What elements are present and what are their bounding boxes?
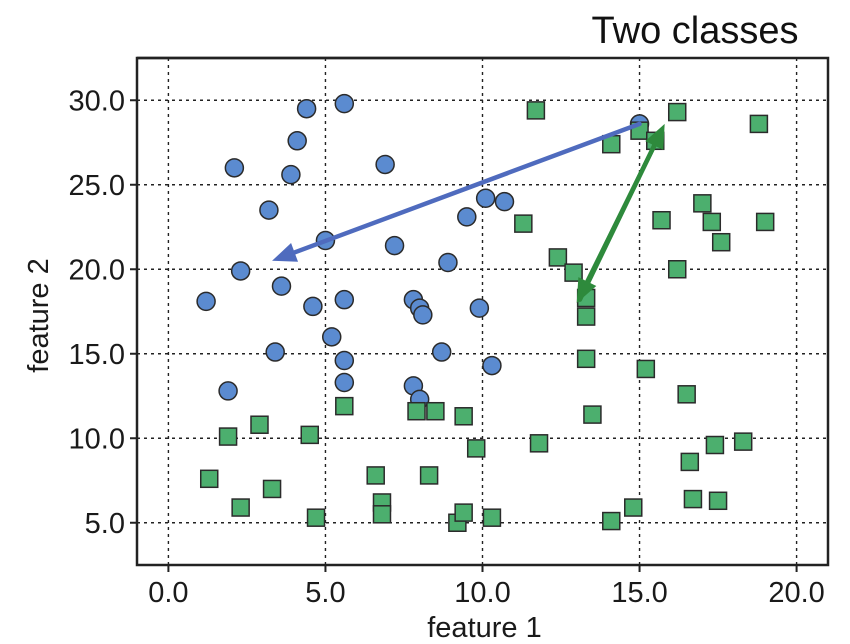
class-b-point <box>454 503 473 522</box>
class-a-point <box>457 207 477 227</box>
class-b-point <box>564 263 583 282</box>
class-a-point <box>196 291 216 312</box>
y-tick-label: 30.0 <box>69 85 125 117</box>
x-tick-label: 0.0 <box>148 577 188 609</box>
class-b-point <box>667 102 687 122</box>
class-b-point <box>529 434 549 453</box>
class-b-point <box>372 505 392 524</box>
class-a-point <box>265 342 285 362</box>
x-axis-label: feature 1 <box>427 612 541 644</box>
y-ticks: 5.0 10.0 15.0 20.0 25.0 30.0 <box>69 85 137 540</box>
class-b-point <box>705 435 725 455</box>
class-b-point <box>466 439 486 458</box>
class-a-point <box>431 342 452 362</box>
class-b-point <box>693 194 712 213</box>
class-b-point <box>250 415 269 434</box>
class-b-point <box>583 405 602 424</box>
x-tick-label: 5.0 <box>305 577 345 609</box>
class-a-point <box>259 200 279 220</box>
y-tick-label: 15.0 <box>69 339 125 371</box>
class-b-point <box>708 491 728 511</box>
class-a-point <box>334 350 355 371</box>
class-b-point <box>548 248 568 267</box>
class-b-point <box>231 498 250 517</box>
class-a-point <box>224 158 245 178</box>
arrows <box>272 121 665 304</box>
x-ticks: 0.0 5.0 10.0 15.0 20.0 <box>148 565 825 609</box>
x-tick-label: 20.0 <box>768 577 824 609</box>
class-b-point <box>419 466 439 485</box>
class-b-point <box>636 359 656 379</box>
arrow-shaft <box>292 121 642 255</box>
class-a-point <box>438 252 458 273</box>
class-b-point <box>576 349 596 369</box>
class-b-point <box>335 396 354 416</box>
y-tick-label: 10.0 <box>69 423 125 455</box>
class-b-point <box>677 385 696 404</box>
class-a-point <box>469 298 490 318</box>
class-b-point <box>514 214 533 233</box>
class-a-point <box>334 93 355 114</box>
class-b-point <box>218 427 238 446</box>
class-b-point <box>680 452 700 472</box>
class-a-point <box>494 191 515 212</box>
class-b-point <box>749 114 769 134</box>
chart-title: Two classes <box>592 10 799 52</box>
class-b-point <box>733 432 753 451</box>
class-a-point <box>482 355 502 376</box>
class-b-point <box>482 508 502 527</box>
class-a-point <box>384 235 405 256</box>
class-a-point <box>287 131 307 151</box>
class-a-point <box>218 381 238 401</box>
class-a-point <box>475 188 496 209</box>
class-a-point <box>303 296 323 317</box>
class-b-point <box>454 407 473 426</box>
class-b-point <box>683 489 703 509</box>
class-b-point <box>624 498 643 517</box>
class-b-point <box>426 401 445 421</box>
class-a-point <box>296 98 317 119</box>
arrow-shaft <box>577 143 657 302</box>
class-b-point <box>407 401 426 421</box>
class-b-point <box>262 479 282 499</box>
x-tick-label: 10.0 <box>454 577 510 609</box>
class-b-point <box>702 212 722 232</box>
arrow-head <box>272 243 299 262</box>
class-a-point <box>375 154 395 175</box>
class-b-point <box>755 212 775 232</box>
class-a-point <box>334 289 355 310</box>
class-b-point <box>366 466 385 485</box>
class-a-point <box>321 327 342 347</box>
y-tick-label: 5.0 <box>85 508 125 540</box>
class-b-point <box>306 508 326 527</box>
y-tick-label: 20.0 <box>69 254 125 286</box>
class-b-point <box>652 210 671 230</box>
class-a-point <box>334 372 355 393</box>
class-a-point <box>271 276 292 296</box>
class-b-point <box>602 511 621 531</box>
data-points <box>196 93 775 532</box>
class-a-point <box>230 261 251 281</box>
x-tick-label: 15.0 <box>611 577 667 609</box>
class-b-point <box>667 260 687 279</box>
y-tick-label: 25.0 <box>69 170 125 202</box>
class-b-point <box>199 469 219 489</box>
arrow-head <box>645 123 665 150</box>
class-b-point <box>526 101 546 120</box>
class-b-point <box>711 232 731 252</box>
y-axis-label: feature 2 <box>23 258 55 372</box>
class-b-point <box>576 307 596 326</box>
class-a-point <box>281 164 301 185</box>
class-a-point <box>413 305 433 325</box>
class-b-point <box>300 425 319 445</box>
